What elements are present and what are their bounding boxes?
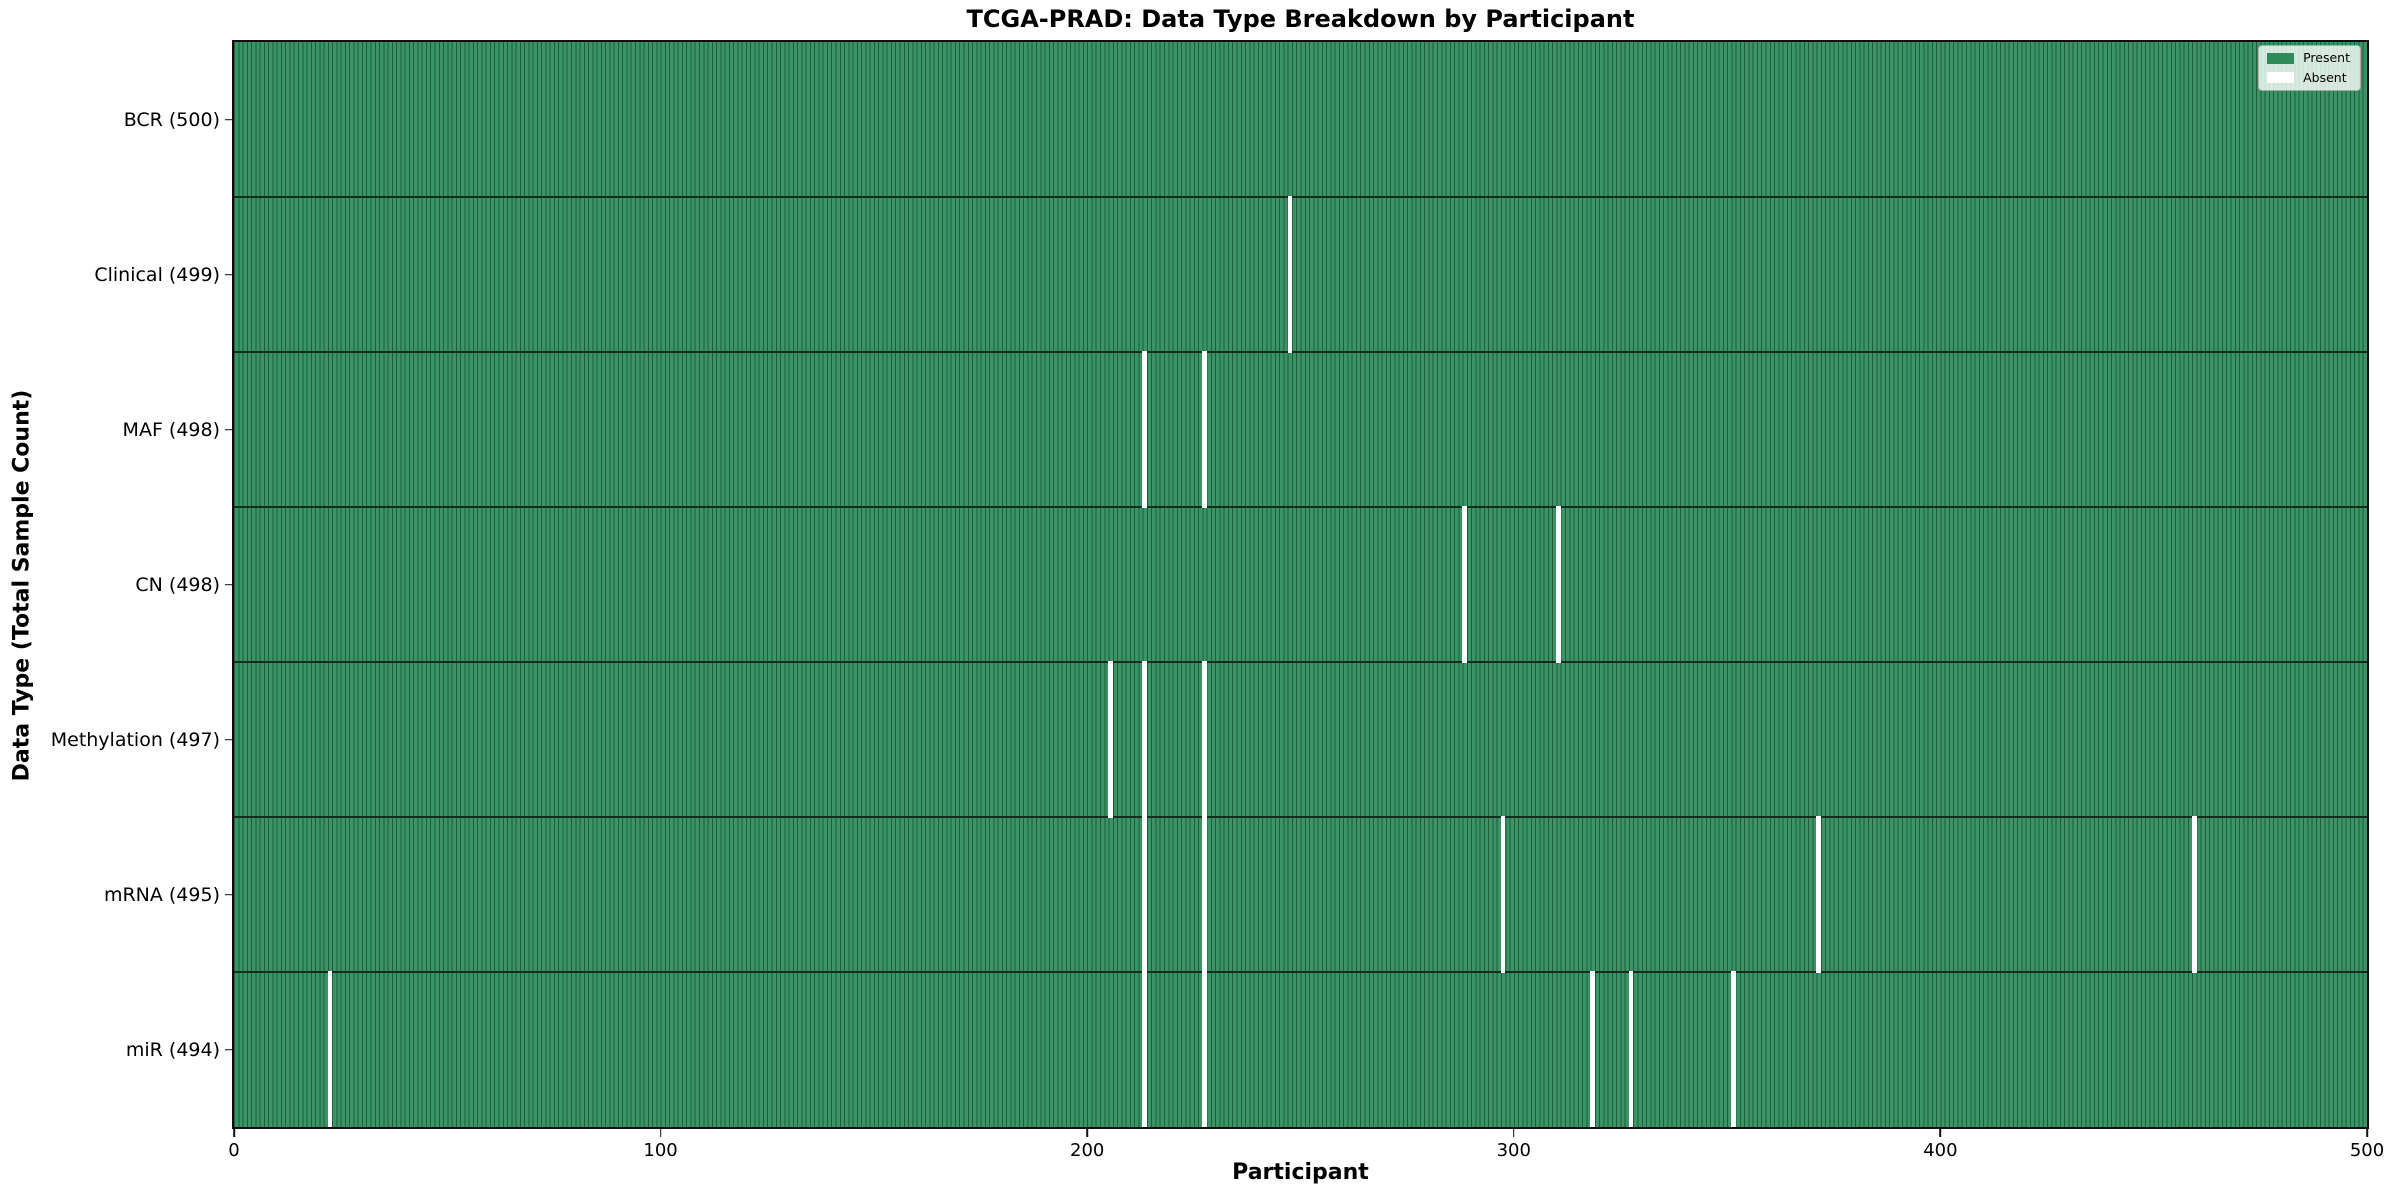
absent-gap [1202, 970, 1207, 1127]
y-tick-mark [225, 893, 233, 896]
x-tick-label: 500 [2349, 1140, 2385, 1161]
row-divider [234, 661, 2367, 663]
legend-absent-label: Absent [2303, 69, 2347, 85]
y-tick-label-mrna: mRNA (495) [103, 883, 220, 906]
absent-gap [1202, 350, 1207, 509]
y-tick-label-maf: MAF (498) [122, 418, 220, 441]
row-divider [234, 971, 2367, 973]
y-tick-label-mir: miR (494) [125, 1038, 220, 1061]
y-tick-mark [225, 428, 233, 431]
y-tick-label-cn: CN (498) [135, 573, 220, 596]
row-divider [234, 196, 2367, 198]
absent-gap [1142, 970, 1148, 1127]
absent-gap [1202, 815, 1207, 974]
legend-item-absent: Absent [2267, 69, 2350, 85]
x-tick-label: 400 [1923, 1140, 1958, 1161]
legend-item-present: Present [2267, 50, 2350, 65]
absent-gap [1556, 505, 1561, 664]
row-divider [234, 816, 2367, 818]
absent-gap [1628, 970, 1634, 1127]
x-tick-label: 200 [1070, 1140, 1105, 1161]
absent-gap [1142, 660, 1148, 819]
y-tick-mark [225, 1048, 233, 1051]
absent-gap [1108, 660, 1114, 819]
chart-title: TCGA-PRAD: Data Type Breakdown by Partic… [966, 5, 1635, 33]
row-divider [234, 351, 2367, 353]
absent-gap [1816, 815, 1822, 974]
y-tick-mark [225, 738, 233, 741]
absent-gap [1142, 815, 1148, 974]
x-tick-mark [2366, 1129, 2368, 1137]
y-tick-mark [225, 273, 233, 276]
absent-gap [1462, 505, 1468, 664]
legend-present-label: Present [2303, 50, 2350, 65]
y-tick-label-methylation: Methylation (497) [50, 728, 220, 751]
absent-gap [2191, 815, 2197, 974]
x-tick-mark [1513, 1129, 1515, 1137]
y-tick-label-clinical: Clinical (499) [94, 263, 220, 286]
y-tick-label-bcr: BCR (500) [123, 108, 220, 131]
plot-frame: Present Absent [232, 40, 2369, 1129]
absent-gap [1731, 970, 1736, 1127]
x-tick-mark [233, 1129, 235, 1137]
absent-gap [1287, 195, 1293, 354]
absent-gap [1142, 350, 1148, 509]
absent-gap [1590, 970, 1596, 1127]
present-swatch-icon [2267, 52, 2295, 64]
y-tick-mark [225, 583, 233, 586]
plot-area [234, 42, 2367, 1127]
x-tick-label: 100 [643, 1140, 678, 1161]
x-tick-label: 0 [228, 1140, 240, 1161]
row-divider [234, 506, 2367, 508]
absent-gap [1202, 660, 1207, 819]
x-tick-mark [1086, 1129, 1088, 1137]
absent-gap [327, 970, 333, 1127]
x-tick-mark [659, 1129, 662, 1137]
absent-swatch-icon [2267, 72, 2295, 84]
absent-gap [1500, 815, 1506, 974]
legend: Present Absent [2258, 45, 2361, 91]
x-tick-label: 300 [1496, 1140, 1531, 1161]
x-axis-label: Participant [1232, 1160, 1369, 1185]
y-tick-mark [225, 118, 233, 121]
x-tick-mark [1939, 1129, 1942, 1137]
